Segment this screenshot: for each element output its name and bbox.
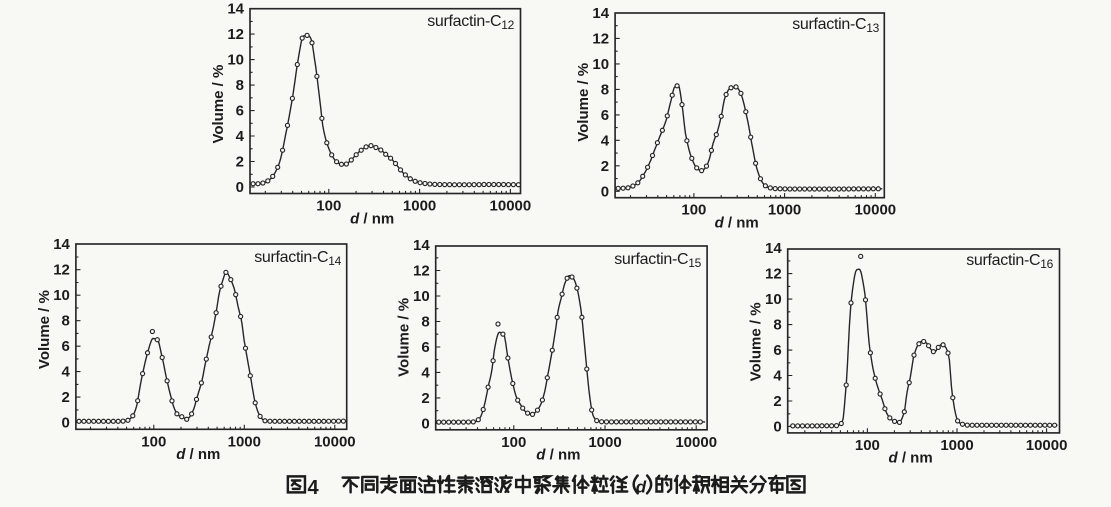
svg-text:4: 4 (601, 132, 610, 149)
svg-text:14: 14 (765, 240, 782, 257)
svg-text:8: 8 (421, 314, 429, 331)
svg-text:10000: 10000 (675, 434, 717, 451)
svg-text:12: 12 (227, 26, 244, 43)
svg-text:4: 4 (62, 364, 71, 381)
svg-text:4: 4 (308, 477, 320, 499)
svg-text:4: 4 (773, 368, 782, 385)
svg-text:6: 6 (62, 338, 70, 355)
svg-text:0: 0 (421, 415, 429, 432)
svg-text:1000: 1000 (228, 433, 261, 450)
svg-text:surfactin-C15: surfactin-C15 (614, 251, 701, 270)
svg-text:100: 100 (855, 437, 880, 454)
svg-text:surfactin-C16: surfactin-C16 (966, 252, 1053, 271)
svg-text:12: 12 (592, 30, 609, 47)
svg-text:10: 10 (227, 52, 244, 69)
svg-text:2: 2 (773, 393, 781, 410)
svg-text:0: 0 (601, 183, 609, 200)
svg-text:d: d (636, 478, 647, 497)
svg-text:10000: 10000 (1026, 437, 1068, 454)
svg-text:14: 14 (413, 237, 430, 254)
svg-text:2: 2 (236, 154, 244, 171)
svg-text:surfactin-C14: surfactin-C14 (254, 249, 341, 268)
svg-text:6: 6 (773, 342, 781, 359)
svg-text:100: 100 (681, 202, 706, 219)
svg-text:14: 14 (592, 5, 609, 22)
svg-text:12: 12 (765, 266, 782, 283)
svg-text:1000: 1000 (403, 198, 436, 215)
svg-text:surfactin-C12: surfactin-C12 (427, 13, 514, 32)
svg-text:8: 8 (773, 317, 781, 334)
svg-text:d / nm: d / nm (176, 446, 220, 463)
svg-text:surfactin-C13: surfactin-C13 (792, 16, 879, 35)
svg-text:8: 8 (601, 81, 609, 98)
svg-text:10000: 10000 (854, 202, 896, 219)
svg-text:10: 10 (413, 288, 430, 305)
svg-text:10000: 10000 (490, 198, 532, 215)
svg-text:Volume / %: Volume / % (748, 302, 765, 381)
svg-text:Volume / %: Volume / % (36, 290, 53, 369)
svg-text:100: 100 (501, 434, 526, 451)
svg-text:Volume / %: Volume / % (575, 63, 592, 142)
svg-text:10: 10 (765, 291, 782, 308)
svg-text:6: 6 (421, 339, 429, 356)
svg-text:1000: 1000 (768, 202, 801, 219)
svg-text:d / nm: d / nm (350, 210, 394, 227)
svg-text:8: 8 (236, 77, 244, 94)
svg-text:2: 2 (601, 158, 609, 175)
svg-text:d / nm: d / nm (536, 447, 580, 464)
svg-text:4: 4 (236, 128, 245, 145)
svg-text:d / nm: d / nm (715, 215, 759, 232)
svg-text:4: 4 (421, 364, 430, 381)
svg-text:1000: 1000 (940, 437, 973, 454)
svg-text:0: 0 (236, 179, 244, 196)
svg-text:d / nm: d / nm (889, 450, 933, 467)
svg-text:0: 0 (773, 419, 781, 436)
svg-text:Volume / %: Volume / % (396, 298, 413, 377)
svg-text:100: 100 (316, 198, 341, 215)
svg-text:10: 10 (592, 56, 609, 73)
svg-text:2: 2 (421, 390, 429, 407)
svg-text:2: 2 (62, 389, 70, 406)
svg-text:6: 6 (601, 107, 609, 124)
svg-text:0: 0 (62, 415, 70, 432)
svg-text:6: 6 (236, 103, 244, 120)
svg-text:8: 8 (62, 313, 70, 330)
svg-text:12: 12 (413, 263, 430, 280)
svg-text:10000: 10000 (314, 433, 356, 450)
svg-text:100: 100 (141, 433, 166, 450)
svg-text:12: 12 (53, 262, 70, 279)
svg-text:14: 14 (53, 236, 70, 253)
svg-text:1000: 1000 (588, 434, 621, 451)
svg-text:14: 14 (227, 1, 244, 18)
svg-text:Volume / %: Volume / % (210, 65, 227, 144)
svg-text:10: 10 (53, 287, 70, 304)
